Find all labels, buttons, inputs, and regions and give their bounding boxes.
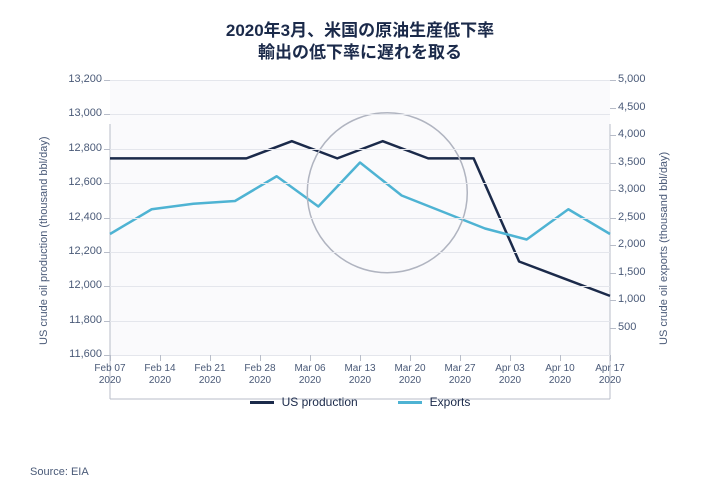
tickmark: [610, 273, 616, 274]
gridline: [110, 149, 610, 150]
tickmark: [610, 245, 616, 246]
y-left-tick-label: 12,200: [68, 245, 102, 257]
y-left-tick-label: 11,800: [69, 314, 102, 326]
tickmark: [104, 80, 110, 81]
tickmark: [104, 252, 110, 253]
x-tick-label: Mar 132020: [335, 363, 385, 387]
tickmark: [610, 355, 611, 361]
title-line2: 輸出の低下率に遅れを取る: [30, 42, 690, 64]
chart-svg: [30, 64, 690, 484]
series-line: [110, 163, 610, 240]
tickmark: [110, 355, 111, 361]
source-text: Source: EIA: [30, 466, 89, 478]
legend-swatch: [398, 401, 422, 404]
x-tick-label: Mar 272020: [435, 363, 485, 387]
legend-label: Exports: [430, 395, 471, 409]
x-tick-label: Apr 172020: [585, 363, 635, 387]
y-left-tick-label: 12,000: [68, 279, 102, 291]
y-left-tick-label: 13,200: [68, 73, 102, 85]
tickmark: [510, 355, 511, 361]
tickmark: [610, 163, 616, 164]
y-right-tick-label: 2,000: [618, 238, 646, 250]
tickmark: [104, 183, 110, 184]
tickmark: [610, 135, 616, 136]
series-line: [110, 141, 610, 296]
legend-item: US production: [250, 395, 358, 409]
tickmark: [210, 355, 211, 361]
chart-title: 2020年3月、米国の原油生産低下率 輸出の低下率に遅れを取る: [30, 20, 690, 64]
tickmark: [610, 80, 616, 81]
x-tick-label: Feb 282020: [235, 363, 285, 387]
tickmark: [104, 286, 110, 287]
gridline: [110, 183, 610, 184]
x-tick-label: Mar 062020: [285, 363, 335, 387]
legend-swatch: [250, 401, 274, 404]
tickmark: [410, 355, 411, 361]
chart-container: 2020年3月、米国の原油生産低下率 輸出の低下率に遅れを取る US crude…: [30, 20, 690, 440]
gridline: [110, 286, 610, 287]
y-left-tick-label: 12,800: [68, 142, 102, 154]
y-right-tick-label: 500: [618, 321, 636, 333]
y-right-tick-label: 3,500: [618, 156, 646, 168]
y-right-tick-label: 3,000: [618, 183, 646, 195]
legend-item: Exports: [398, 395, 471, 409]
y-right-tick-label: 4,500: [618, 101, 646, 113]
y-right-tick-label: 1,000: [618, 293, 646, 305]
tickmark: [610, 300, 616, 301]
tickmark: [610, 328, 616, 329]
gridline: [110, 80, 610, 81]
gridline: [110, 252, 610, 253]
tickmark: [104, 218, 110, 219]
tickmark: [560, 355, 561, 361]
y-right-tick-label: 2,500: [618, 211, 646, 223]
tickmark: [610, 108, 616, 109]
x-tick-label: Feb 072020: [85, 363, 135, 387]
tickmark: [360, 355, 361, 361]
tickmark: [104, 149, 110, 150]
x-tick-label: Mar 202020: [385, 363, 435, 387]
tickmark: [104, 114, 110, 115]
y-left-tick-label: 11,600: [69, 348, 102, 360]
gridline: [110, 114, 610, 115]
tickmark: [460, 355, 461, 361]
gridline: [110, 218, 610, 219]
y-right-tick-label: 1,500: [618, 266, 646, 278]
tickmark: [260, 355, 261, 361]
tickmark: [310, 355, 311, 361]
x-tick-label: Apr 102020: [535, 363, 585, 387]
y-right-tick-label: 5,000: [618, 73, 646, 85]
title-line1: 2020年3月、米国の原油生産低下率: [30, 20, 690, 42]
gridline: [110, 321, 610, 322]
legend-label: US production: [282, 395, 358, 409]
x-tick-label: Feb 212020: [185, 363, 235, 387]
legend: US production Exports: [110, 395, 610, 409]
y-left-tick-label: 12,400: [68, 211, 102, 223]
tickmark: [160, 355, 161, 361]
tickmark: [610, 218, 616, 219]
tickmark: [610, 190, 616, 191]
x-tick-label: Feb 142020: [135, 363, 185, 387]
y-right-tick-label: 4,000: [618, 128, 646, 140]
x-tick-label: Apr 032020: [485, 363, 535, 387]
y-left-tick-label: 12,600: [68, 176, 102, 188]
tickmark: [104, 321, 110, 322]
y-left-tick-label: 13,000: [68, 107, 102, 119]
